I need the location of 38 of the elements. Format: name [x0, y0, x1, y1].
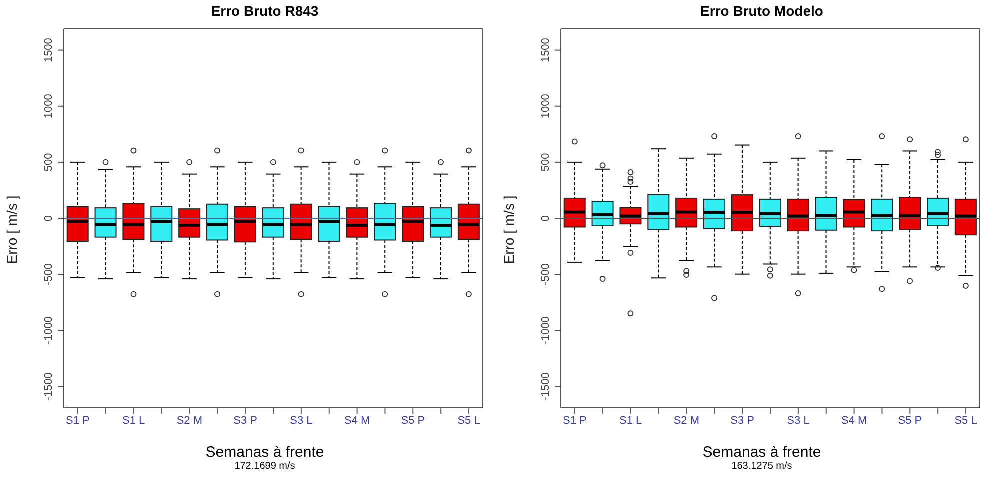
x-tick-label: S5 L — [458, 414, 480, 427]
y-tick-label: -1000 — [43, 316, 55, 345]
x-tick-label: S3 L — [290, 414, 313, 427]
y-tick-label: -1000 — [540, 316, 552, 345]
y-tick-label: 1000 — [43, 94, 55, 119]
x-tick-label: S5 L — [954, 414, 978, 427]
x-tick-label: S2 M — [176, 414, 203, 427]
x-tick-label: S4 M — [344, 414, 370, 427]
x-axis-title: Semanas à frente — [702, 444, 822, 461]
text: 172.1699 m/s — [234, 461, 296, 472]
y-tick-label: -500 — [43, 264, 55, 286]
x-tick-label: S3 P — [234, 414, 258, 427]
y-tick-label: -1500 — [43, 372, 55, 401]
x-tick-label: S1 P — [66, 414, 90, 427]
x-tick-label: S1 L — [620, 414, 642, 427]
text: 163.1275 m/s — [730, 461, 794, 472]
x-tick-label: S1 L — [122, 414, 146, 427]
y-tick-label: 1000 — [540, 94, 552, 119]
y-tick-label: 500 — [43, 153, 55, 172]
x-tick-label: S3 P — [730, 414, 754, 427]
x-tick-label: S3 L — [787, 414, 810, 427]
y-tick-label: -500 — [540, 264, 552, 286]
x-tick-label: S1 P — [563, 414, 587, 427]
chart-title: Erro Bruto R843 — [210, 2, 320, 21]
y-axis-title: Erro [ m/s ] — [4, 196, 20, 264]
x-tick-label: S4 M — [841, 414, 868, 427]
y-tick-label: 0 — [43, 215, 55, 222]
y-tick-label: -1500 — [540, 372, 552, 401]
y-tick-label: 1500 — [540, 38, 552, 63]
x-tick-label: S5 P — [898, 414, 922, 427]
y-tick-label: 1500 — [43, 38, 55, 63]
y-axis-title: Erro [ m/s ] — [501, 196, 517, 264]
y-tick-label: 0 — [540, 215, 552, 222]
y-tick-label: 500 — [540, 153, 552, 172]
x-tick-label: S5 P — [401, 414, 426, 427]
chart-title: Erro Bruto Modelo — [700, 2, 824, 21]
x-tick-label: S2 M — [674, 414, 700, 427]
x-axis-title: Semanas à frente — [204, 444, 326, 461]
